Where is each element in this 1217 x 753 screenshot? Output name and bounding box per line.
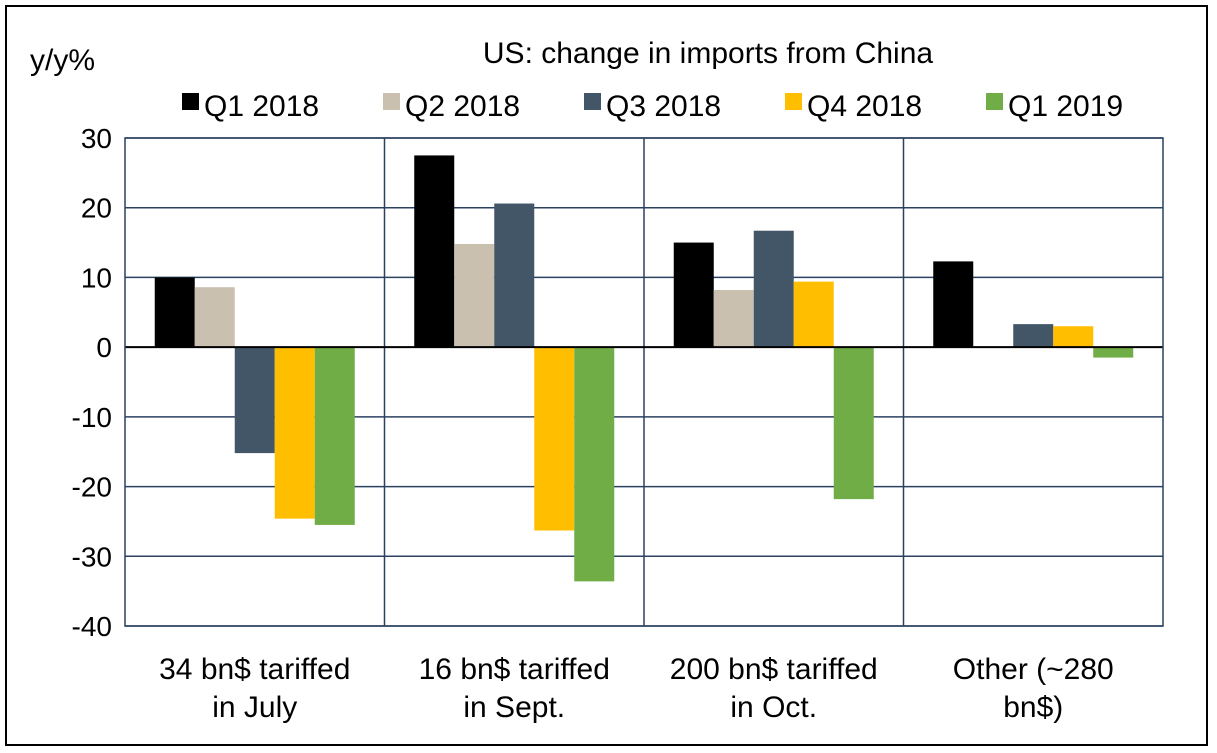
bar (194, 287, 235, 348)
bar (933, 261, 974, 348)
y-tick-label: 30 (81, 123, 112, 154)
bar (274, 347, 315, 519)
y-tick-label: -30 (72, 541, 112, 572)
legend: Q1 2018 Q2 2018 Q3 2018 Q4 2018 Q1 2019 (182, 90, 1123, 123)
bar (314, 347, 355, 525)
legend-swatch (383, 93, 400, 110)
bar (673, 242, 714, 348)
legend-label: Q1 2019 (1008, 90, 1123, 123)
bar (234, 347, 275, 454)
bar (1093, 347, 1134, 358)
legend-swatch (584, 93, 601, 110)
plot-border (124, 137, 1164, 627)
bar (793, 281, 834, 348)
bar (1053, 326, 1094, 348)
bar (454, 243, 495, 348)
legend-swatch (785, 93, 802, 110)
bar (494, 203, 535, 348)
legend-label: Q4 2018 (807, 90, 922, 123)
bar (753, 230, 794, 348)
plot-area: 30 20 10 0 -10 -20 -30 -40 34 bn$ tariffed in Jul… (72, 123, 1164, 724)
y-tick-label: -10 (72, 402, 112, 433)
chart-title: US: change in imports from China (483, 37, 934, 70)
bar (713, 289, 754, 348)
x-category-label: Other (~280 bn$) (953, 653, 1114, 724)
y-tick-label: -20 (72, 472, 112, 503)
bar (574, 347, 615, 582)
x-category-label: 34 bn$ tariffed in July (159, 653, 350, 724)
y-tick-label: -40 (72, 611, 112, 642)
legend-label: Q1 2018 (204, 90, 319, 123)
x-category-label: 16 bn$ tariffed in Sept. (419, 653, 610, 724)
y-tick-label: 0 (96, 332, 112, 363)
legend-swatch (986, 93, 1003, 110)
y-tick-label: 20 (81, 193, 112, 224)
bar (154, 277, 195, 348)
bar (1013, 324, 1054, 348)
bar (833, 347, 874, 500)
bar (414, 155, 455, 348)
bar (534, 347, 575, 531)
y-axis-label: y/y% (30, 44, 95, 77)
legend-label: Q3 2018 (606, 90, 721, 123)
x-category-label: 200 bn$ tariffed in Oct. (670, 653, 878, 724)
legend-label: Q2 2018 (405, 90, 520, 123)
legend-swatch (182, 93, 199, 110)
y-tick-label: 10 (81, 262, 112, 293)
